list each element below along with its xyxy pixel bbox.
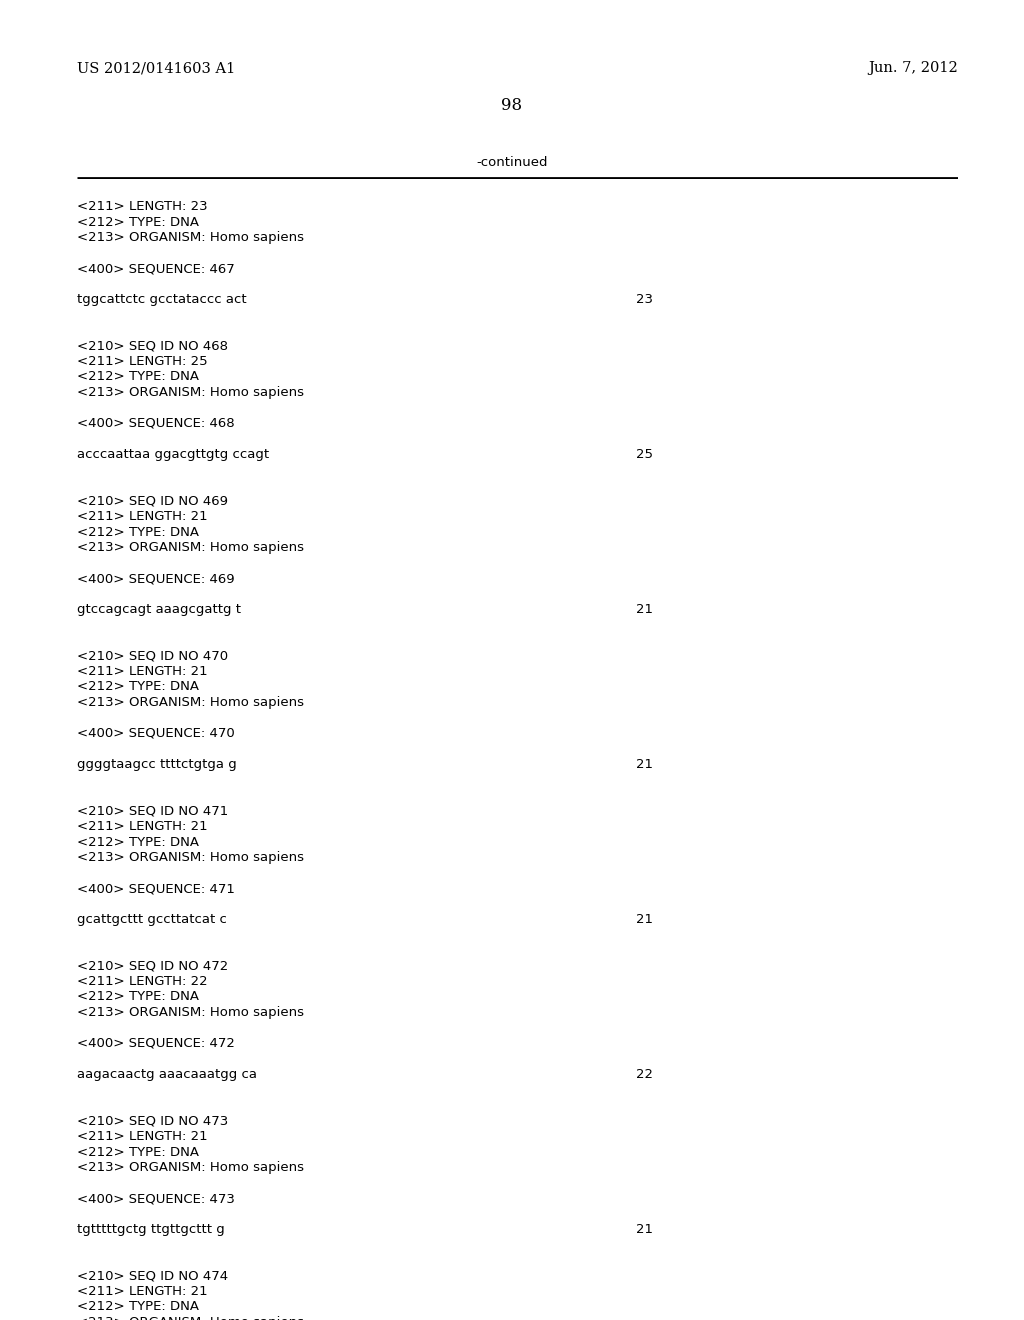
Text: <212> TYPE: DNA: <212> TYPE: DNA <box>77 681 199 693</box>
Text: tgtttttgctg ttgttgcttt g: tgtttttgctg ttgttgcttt g <box>77 1224 224 1236</box>
Text: <400> SEQUENCE: 469: <400> SEQUENCE: 469 <box>77 572 234 585</box>
Text: <213> ORGANISM: Homo sapiens: <213> ORGANISM: Homo sapiens <box>77 541 304 554</box>
Text: <210> SEQ ID NO 473: <210> SEQ ID NO 473 <box>77 1114 228 1127</box>
Text: <210> SEQ ID NO 468: <210> SEQ ID NO 468 <box>77 339 228 352</box>
Text: aagacaactg aaacaaatgg ca: aagacaactg aaacaaatgg ca <box>77 1068 257 1081</box>
Text: acccaattaa ggacgttgtg ccagt: acccaattaa ggacgttgtg ccagt <box>77 447 269 461</box>
Text: <212> TYPE: DNA: <212> TYPE: DNA <box>77 371 199 384</box>
Text: <212> TYPE: DNA: <212> TYPE: DNA <box>77 990 199 1003</box>
Text: <213> ORGANISM: Homo sapiens: <213> ORGANISM: Homo sapiens <box>77 385 304 399</box>
Text: <211> LENGTH: 21: <211> LENGTH: 21 <box>77 1130 208 1143</box>
Text: 21: 21 <box>636 603 653 616</box>
Text: <211> LENGTH: 21: <211> LENGTH: 21 <box>77 1284 208 1298</box>
Text: <211> LENGTH: 23: <211> LENGTH: 23 <box>77 201 208 213</box>
Text: <211> LENGTH: 21: <211> LENGTH: 21 <box>77 510 208 523</box>
Text: 21: 21 <box>636 913 653 927</box>
Text: Jun. 7, 2012: Jun. 7, 2012 <box>868 61 958 75</box>
Text: tggcattctc gcctataccc act: tggcattctc gcctataccc act <box>77 293 247 306</box>
Text: gcattgcttt gccttatcat c: gcattgcttt gccttatcat c <box>77 913 227 927</box>
Text: <400> SEQUENCE: 467: <400> SEQUENCE: 467 <box>77 261 234 275</box>
Text: <212> TYPE: DNA: <212> TYPE: DNA <box>77 215 199 228</box>
Text: <210> SEQ ID NO 469: <210> SEQ ID NO 469 <box>77 495 228 507</box>
Text: <400> SEQUENCE: 470: <400> SEQUENCE: 470 <box>77 727 234 741</box>
Text: <211> LENGTH: 22: <211> LENGTH: 22 <box>77 975 208 987</box>
Text: <213> ORGANISM: Homo sapiens: <213> ORGANISM: Homo sapiens <box>77 851 304 865</box>
Text: <213> ORGANISM: Homo sapiens: <213> ORGANISM: Homo sapiens <box>77 1006 304 1019</box>
Text: -continued: -continued <box>476 157 548 169</box>
Text: <213> ORGANISM: Homo sapiens: <213> ORGANISM: Homo sapiens <box>77 1316 304 1320</box>
Text: <212> TYPE: DNA: <212> TYPE: DNA <box>77 1146 199 1159</box>
Text: <213> ORGANISM: Homo sapiens: <213> ORGANISM: Homo sapiens <box>77 231 304 244</box>
Text: <212> TYPE: DNA: <212> TYPE: DNA <box>77 525 199 539</box>
Text: ggggtaagcc ttttctgtga g: ggggtaagcc ttttctgtga g <box>77 758 237 771</box>
Text: <212> TYPE: DNA: <212> TYPE: DNA <box>77 836 199 849</box>
Text: 22: 22 <box>636 1068 653 1081</box>
Text: <211> LENGTH: 25: <211> LENGTH: 25 <box>77 355 208 368</box>
Text: <211> LENGTH: 21: <211> LENGTH: 21 <box>77 665 208 678</box>
Text: 23: 23 <box>636 293 653 306</box>
Text: <400> SEQUENCE: 472: <400> SEQUENCE: 472 <box>77 1038 234 1049</box>
Text: <400> SEQUENCE: 471: <400> SEQUENCE: 471 <box>77 882 234 895</box>
Text: <400> SEQUENCE: 473: <400> SEQUENCE: 473 <box>77 1192 234 1205</box>
Text: US 2012/0141603 A1: US 2012/0141603 A1 <box>77 61 236 75</box>
Text: 98: 98 <box>502 96 522 114</box>
Text: <213> ORGANISM: Homo sapiens: <213> ORGANISM: Homo sapiens <box>77 696 304 709</box>
Text: <211> LENGTH: 21: <211> LENGTH: 21 <box>77 820 208 833</box>
Text: <400> SEQUENCE: 468: <400> SEQUENCE: 468 <box>77 417 234 430</box>
Text: <210> SEQ ID NO 471: <210> SEQ ID NO 471 <box>77 804 228 817</box>
Text: 25: 25 <box>636 447 653 461</box>
Text: gtccagcagt aaagcgattg t: gtccagcagt aaagcgattg t <box>77 603 241 616</box>
Text: <210> SEQ ID NO 474: <210> SEQ ID NO 474 <box>77 1270 228 1283</box>
Text: <212> TYPE: DNA: <212> TYPE: DNA <box>77 1300 199 1313</box>
Text: <210> SEQ ID NO 472: <210> SEQ ID NO 472 <box>77 960 228 973</box>
Text: <210> SEQ ID NO 470: <210> SEQ ID NO 470 <box>77 649 228 663</box>
Text: 21: 21 <box>636 758 653 771</box>
Text: <213> ORGANISM: Homo sapiens: <213> ORGANISM: Homo sapiens <box>77 1162 304 1173</box>
Text: 21: 21 <box>636 1224 653 1236</box>
